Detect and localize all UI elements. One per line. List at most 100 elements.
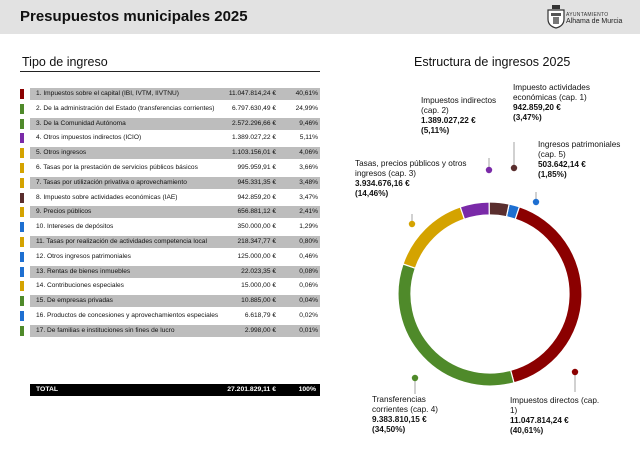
row-background xyxy=(30,88,320,100)
row-label: 13. Rentas de bienes inmuebles xyxy=(36,267,131,275)
row-label: 3. De la Comunidad Autónoma xyxy=(36,119,126,127)
row-amount: 22.023,35 € xyxy=(241,267,276,275)
slice-pct-label: (1,85%) xyxy=(538,170,567,179)
slice-callout: Tasas, precios públicos y otros ingresos… xyxy=(355,159,467,199)
row-background xyxy=(30,295,320,308)
table-row: 9. Precios públicos 656.881,12 € 2,41% xyxy=(20,205,320,220)
row-pct: 0,08% xyxy=(299,267,318,275)
row-pct: 2,41% xyxy=(299,208,318,216)
row-label: 15. De empresas privadas xyxy=(36,297,113,305)
slice-callout: Transferencias corrientes (cap. 4) 9.383.… xyxy=(372,395,464,435)
table-row: 12. Otros ingresos patrimoniales 125.000,… xyxy=(20,250,320,265)
leader-dot xyxy=(571,368,579,376)
slice-pct-label: (3,47%) xyxy=(513,113,542,122)
row-label: 11. Tasas por realización de actividades… xyxy=(36,237,207,245)
row-amount: 2.998,00 € xyxy=(244,326,276,334)
row-color-swatch xyxy=(20,89,24,99)
slice-name-label: Impuestos directos (cap. 1) xyxy=(510,396,600,415)
table-row: 2. De la administración del Estado (tran… xyxy=(20,102,320,117)
row-pct: 5,11% xyxy=(299,134,318,142)
row-background xyxy=(30,265,320,278)
slice-value-label: 3.934.676,16 € xyxy=(355,179,410,188)
row-pct: 24,99% xyxy=(295,104,318,112)
row-amount: 350.000,00 € xyxy=(237,223,276,231)
row-label: 4. Otros impuestos indirectos (ICIO) xyxy=(36,134,142,142)
table-row: 8. Impuesto sobre actividades económicas… xyxy=(20,191,320,206)
slice-name-label: Ingresos patrimoniales (cap. 5) xyxy=(538,140,621,159)
row-label: 12. Otros ingresos patrimoniales xyxy=(36,252,131,260)
slice-value-label: 942.859,20 € xyxy=(513,103,561,112)
row-amount: 1.103.156,01 € xyxy=(232,149,276,157)
donut-slice xyxy=(459,201,490,221)
table-row: 14. Contribuciones especiales 15.000,00 €… xyxy=(20,279,320,294)
row-pct: 3,66% xyxy=(299,163,318,171)
leader-dot xyxy=(510,164,518,172)
table-row: 5. Otros ingresos 1.103.156,01 € 4,06% xyxy=(20,146,320,161)
row-amount: 945.331,35 € xyxy=(237,178,276,186)
row-amount: 125.000,00 € xyxy=(237,252,276,260)
row-pct: 0,04% xyxy=(299,297,318,305)
org-small-label: AYUNTAMIENTO xyxy=(566,12,609,18)
table-row: 1. Impuestos sobre el capital (IBI, IVTM… xyxy=(20,87,320,102)
row-color-swatch xyxy=(20,281,24,292)
table-row: 3. De la Comunidad Autónoma 2.572.296,66 … xyxy=(20,117,320,132)
row-pct: 3,47% xyxy=(299,193,318,201)
table-row: 16. Productos de concesiones y aprovecha… xyxy=(20,309,320,324)
row-amount: 11.047.814,24 € xyxy=(228,90,276,97)
row-pct: 0,46% xyxy=(299,252,318,260)
row-color-swatch xyxy=(20,266,24,277)
row-background xyxy=(30,206,320,219)
row-amount: 656.881,12 € xyxy=(237,208,276,216)
donut-chart xyxy=(397,142,583,394)
row-color-swatch xyxy=(20,118,24,129)
total-pct: 100% xyxy=(298,386,316,393)
row-amount: 15.000,00 € xyxy=(241,282,276,290)
row-color-swatch xyxy=(20,103,24,114)
slice-callout: Ingresos patrimoniales (cap. 5) 503.642,1… xyxy=(538,140,630,180)
row-pct: 3,48% xyxy=(299,178,318,186)
leader-dot xyxy=(485,166,493,174)
slice-name-label: Impuestos indirectos (cap. 2) xyxy=(421,96,497,115)
slice-pct-label: (5,11%) xyxy=(421,126,450,135)
row-pct: 40,61% xyxy=(295,90,318,97)
row-label: 17. De familias e instituciones sin fine… xyxy=(36,326,175,334)
row-label: 1. Impuestos sobre el capital (IBI, IVTM… xyxy=(36,90,179,97)
slice-pct-label: (40,61%) xyxy=(510,426,544,435)
row-label: 7. Tasas por utilización privativa o apr… xyxy=(36,178,187,186)
slice-value-label: 1.389.027,22 € xyxy=(421,116,476,125)
row-pct: 4,06% xyxy=(299,149,318,157)
donut-slice xyxy=(397,263,515,387)
table-row: 4. Otros impuestos indirectos (ICIO) 1.38… xyxy=(20,131,320,146)
row-amount: 6.797.630,49 € xyxy=(232,104,276,112)
row-label: 10. Intereses de depósitos xyxy=(36,223,114,231)
row-background xyxy=(30,147,320,160)
row-pct: 1,29% xyxy=(299,223,318,231)
row-label: 8. Impuesto sobre actividades económicas… xyxy=(36,193,178,201)
donut-slice xyxy=(488,201,510,218)
page-title: Presupuestos municipales 2025 xyxy=(20,8,248,25)
row-color-swatch xyxy=(20,207,24,218)
row-label: 16. Productos de concesiones y aprovecha… xyxy=(36,311,219,319)
row-color-swatch xyxy=(20,148,24,159)
row-label: 2. De la administración del Estado (tran… xyxy=(36,104,215,112)
row-background xyxy=(30,176,320,189)
leader-dot xyxy=(532,198,540,206)
chart-title: Estructura de ingresos 2025 xyxy=(414,55,571,69)
slice-value-label: 9.383.810,15 € xyxy=(372,415,427,424)
row-color-swatch xyxy=(20,162,24,173)
row-color-swatch xyxy=(20,296,24,307)
row-amount: 995.959,91 € xyxy=(237,163,276,171)
slice-value-label: 503.642,14 € xyxy=(538,160,586,169)
row-amount: 6.618,79 € xyxy=(244,311,276,319)
slice-callout: Impuestos indirectos (cap. 2) 1.389.027,2… xyxy=(421,96,513,136)
row-pct: 0,06% xyxy=(299,282,318,290)
table-row: 17. De familias e instituciones sin fine… xyxy=(20,324,320,339)
slice-pct-label: (14,46%) xyxy=(355,189,389,198)
table-row: 13. Rentas de bienes inmuebles 22.023,35 … xyxy=(20,265,320,280)
row-color-swatch xyxy=(20,192,24,203)
slice-value-label: 11.047.814,24 € xyxy=(510,416,569,425)
row-amount: 2.572.296,66 € xyxy=(232,119,276,127)
total-row: TOTAL 27.201.829,11 € 100% xyxy=(30,384,320,396)
row-background xyxy=(30,235,320,248)
row-amount: 218.347,77 € xyxy=(237,237,276,245)
